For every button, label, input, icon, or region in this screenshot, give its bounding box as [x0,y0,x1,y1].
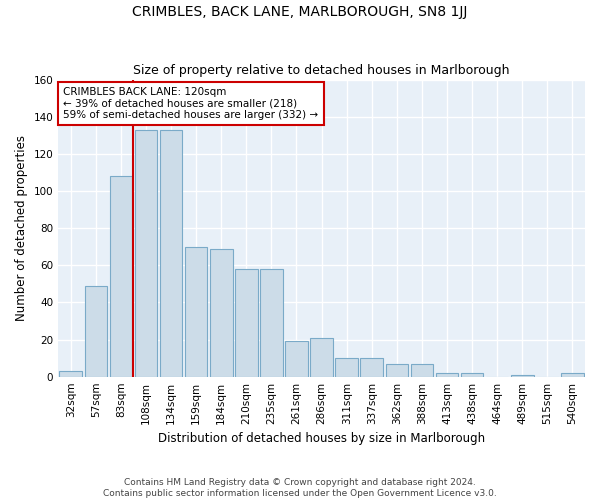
Text: CRIMBLES, BACK LANE, MARLBOROUGH, SN8 1JJ: CRIMBLES, BACK LANE, MARLBOROUGH, SN8 1J… [133,5,467,19]
Bar [511,375,533,376]
Bar [461,373,484,376]
Y-axis label: Number of detached properties: Number of detached properties [15,135,28,321]
Bar [386,364,408,376]
Text: Contains HM Land Registry data © Crown copyright and database right 2024.
Contai: Contains HM Land Registry data © Crown c… [103,478,497,498]
Bar [361,358,383,376]
Bar [110,176,132,376]
Bar [134,130,157,376]
Bar [210,248,233,376]
Title: Size of property relative to detached houses in Marlborough: Size of property relative to detached ho… [133,64,510,77]
Bar [436,373,458,376]
Bar [235,269,257,376]
Bar [160,130,182,376]
Bar [185,246,208,376]
Bar [85,286,107,376]
Bar [335,358,358,376]
Bar [310,338,333,376]
Bar [410,364,433,376]
Bar [285,342,308,376]
Bar [561,373,584,376]
Bar [59,371,82,376]
X-axis label: Distribution of detached houses by size in Marlborough: Distribution of detached houses by size … [158,432,485,445]
Text: CRIMBLES BACK LANE: 120sqm
← 39% of detached houses are smaller (218)
59% of sem: CRIMBLES BACK LANE: 120sqm ← 39% of deta… [64,87,319,120]
Bar [260,269,283,376]
